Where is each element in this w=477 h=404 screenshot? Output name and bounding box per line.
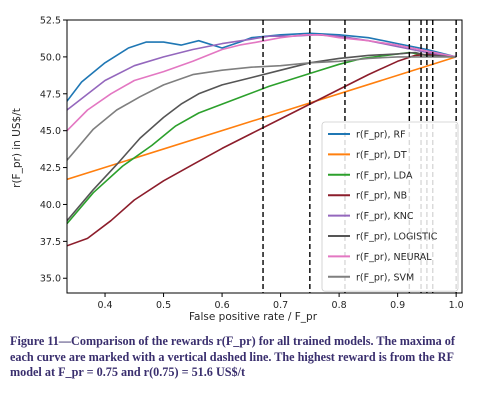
x-axis-label: False positive rate / F_pr — [189, 311, 318, 323]
x-tick-label: 0.8 — [332, 300, 347, 311]
plot-frame — [66, 19, 463, 294]
series-line-3 — [67, 53, 457, 247]
x-tick-label: 0.4 — [97, 300, 112, 311]
x-tick-label: 0.6 — [215, 300, 230, 311]
y-tick-label: 42.5 — [40, 163, 61, 174]
legend: r(F_pr), RF r(F_pr), DT r(F_pr), LDA r(F_pr… — [321, 121, 459, 292]
legend-label-1: r(F_pr), DT — [356, 150, 407, 161]
legend-label-3: r(F_pr), NB — [356, 191, 407, 202]
y-tick-label: 50.0 — [40, 52, 61, 63]
rewards-chart: 0.4 0.5 0.6 0.7 0.8 0.9 1.0 35.0 37.5 40.0 42.5 45… — [11, 16, 464, 324]
series-line-6 — [67, 34, 457, 132]
legend-label-7: r(F_pr), SVM — [356, 272, 414, 283]
x-tick-label: 0.5 — [156, 300, 171, 311]
x-tick-label: 0.9 — [390, 300, 405, 311]
series-line-5 — [67, 51, 457, 222]
y-tick-label: 45.0 — [40, 126, 61, 137]
legend-label-6: r(F_pr), NEURAL — [356, 252, 432, 263]
x-tick-label: 0.7 — [273, 300, 288, 311]
series-line-0 — [67, 32, 457, 102]
series-group — [67, 32, 457, 247]
y-axis: 35.0 37.5 40.0 42.5 45.0 47.5 50.0 52.5 — [40, 16, 67, 285]
legend-label-0: r(F_pr), RF — [356, 130, 406, 141]
legend-box — [321, 121, 459, 292]
y-tick-label: 52.5 — [40, 16, 61, 27]
series-line-7 — [67, 56, 457, 161]
series-line-4 — [67, 34, 457, 111]
y-tick-label: 37.5 — [40, 237, 61, 248]
legend-label-4: r(F_pr), KNC — [356, 211, 414, 222]
y-tick-label: 47.5 — [40, 89, 61, 100]
legend-label-5: r(F_pr), LOGISTIC — [356, 232, 438, 243]
y-axis-label: r(F_pr) in US$/t — [11, 108, 23, 188]
y-tick-label: 35.0 — [40, 274, 61, 285]
x-axis: 0.4 0.5 0.6 0.7 0.8 0.9 1.0 — [97, 293, 464, 311]
y-tick-label: 40.0 — [40, 200, 61, 211]
legend-label-2: r(F_pr), LDA — [356, 170, 413, 181]
figure-caption: Figure 11—Comparison of the rewards r(F_… — [10, 334, 455, 379]
x-tick-label: 1.0 — [449, 300, 464, 311]
